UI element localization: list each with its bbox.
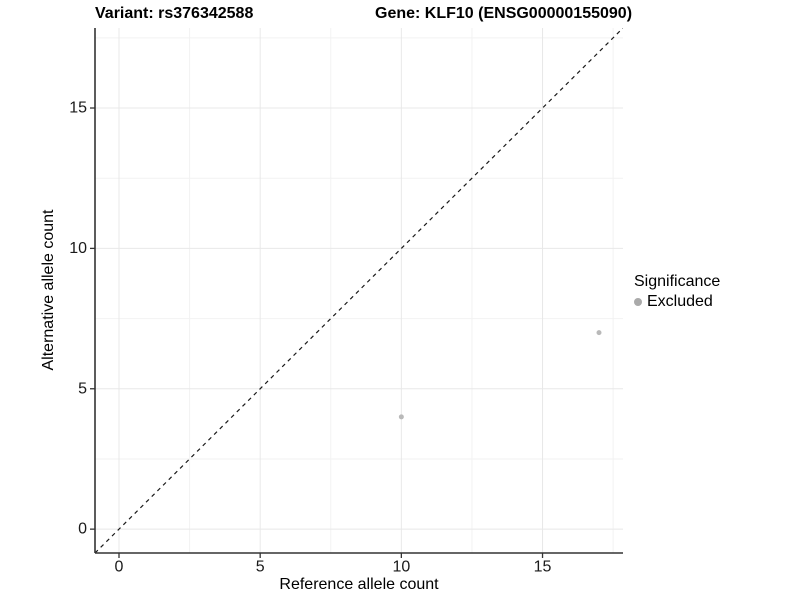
x-tick-label: 0 bbox=[115, 558, 124, 575]
y-axis-title: Alternative allele count bbox=[40, 209, 57, 371]
legend: Significance Excluded bbox=[634, 272, 720, 311]
variant-title: Variant: rs376342588 bbox=[95, 5, 254, 22]
x-tick-label: 10 bbox=[392, 558, 410, 575]
y-tick-label: 10 bbox=[69, 240, 87, 257]
x-tick-label: 5 bbox=[256, 558, 265, 575]
y-tick-label: 0 bbox=[78, 521, 87, 538]
y-tick-label: 15 bbox=[69, 100, 87, 117]
legend-title: Significance bbox=[634, 273, 721, 290]
y-tick-label: 5 bbox=[78, 380, 87, 397]
data-point bbox=[596, 330, 602, 336]
x-tick-label: 15 bbox=[534, 558, 552, 575]
gene-title: Gene: KLF10 (ENSG00000155090) bbox=[375, 5, 633, 22]
legend-point-icon bbox=[634, 297, 642, 306]
identity-dashed-line bbox=[95, 28, 623, 553]
legend-item-label: Excluded bbox=[647, 293, 713, 310]
legend-item-excluded: Excluded bbox=[634, 292, 720, 311]
data-point bbox=[398, 414, 404, 420]
x-axis-title: Reference allele count bbox=[279, 576, 439, 593]
